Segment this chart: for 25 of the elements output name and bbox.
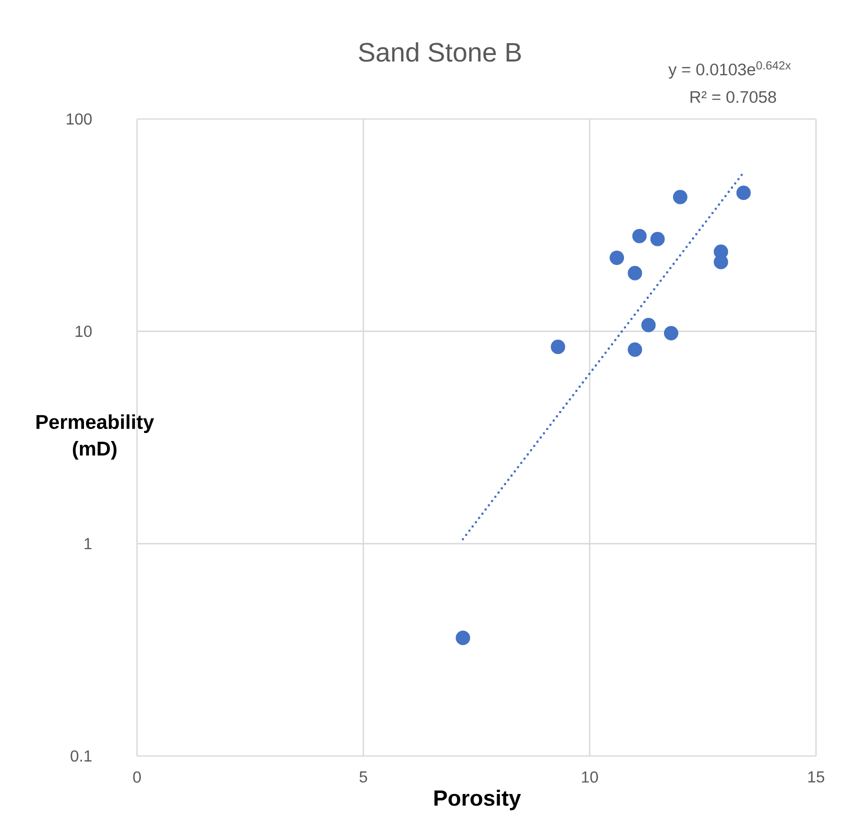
- x-axis-title: Porosity: [434, 790, 521, 810]
- point: [664, 326, 678, 340]
- y-tick-label: 10: [76, 326, 92, 337]
- x-tick-label: 10: [582, 771, 598, 783]
- text: R² = 0.7058: [690, 91, 776, 103]
- y-tick-label: 1: [84, 538, 92, 550]
- x-tick-label: 0: [133, 771, 141, 783]
- x-tick-label: 5: [360, 771, 368, 783]
- point: [610, 250, 624, 265]
- y-axis-title: Permeability (mD): [36, 414, 154, 460]
- point: [714, 254, 728, 270]
- text: y = 0.0103e$^{0.642x}$: [668, 61, 791, 79]
- y-tick-label: 0.1: [70, 750, 92, 762]
- point: [632, 228, 647, 244]
- point: [628, 342, 642, 357]
- point: [456, 630, 470, 646]
- point: [641, 318, 656, 332]
- y-tick-label: 100: [66, 113, 92, 125]
- point: [672, 190, 688, 204]
- chart-title: Sand Stone B: [358, 42, 521, 62]
- point: [736, 186, 751, 200]
- point: [550, 340, 566, 354]
- x-tick-label: 15: [808, 771, 824, 783]
- point: [628, 266, 642, 280]
- point: [650, 232, 665, 246]
